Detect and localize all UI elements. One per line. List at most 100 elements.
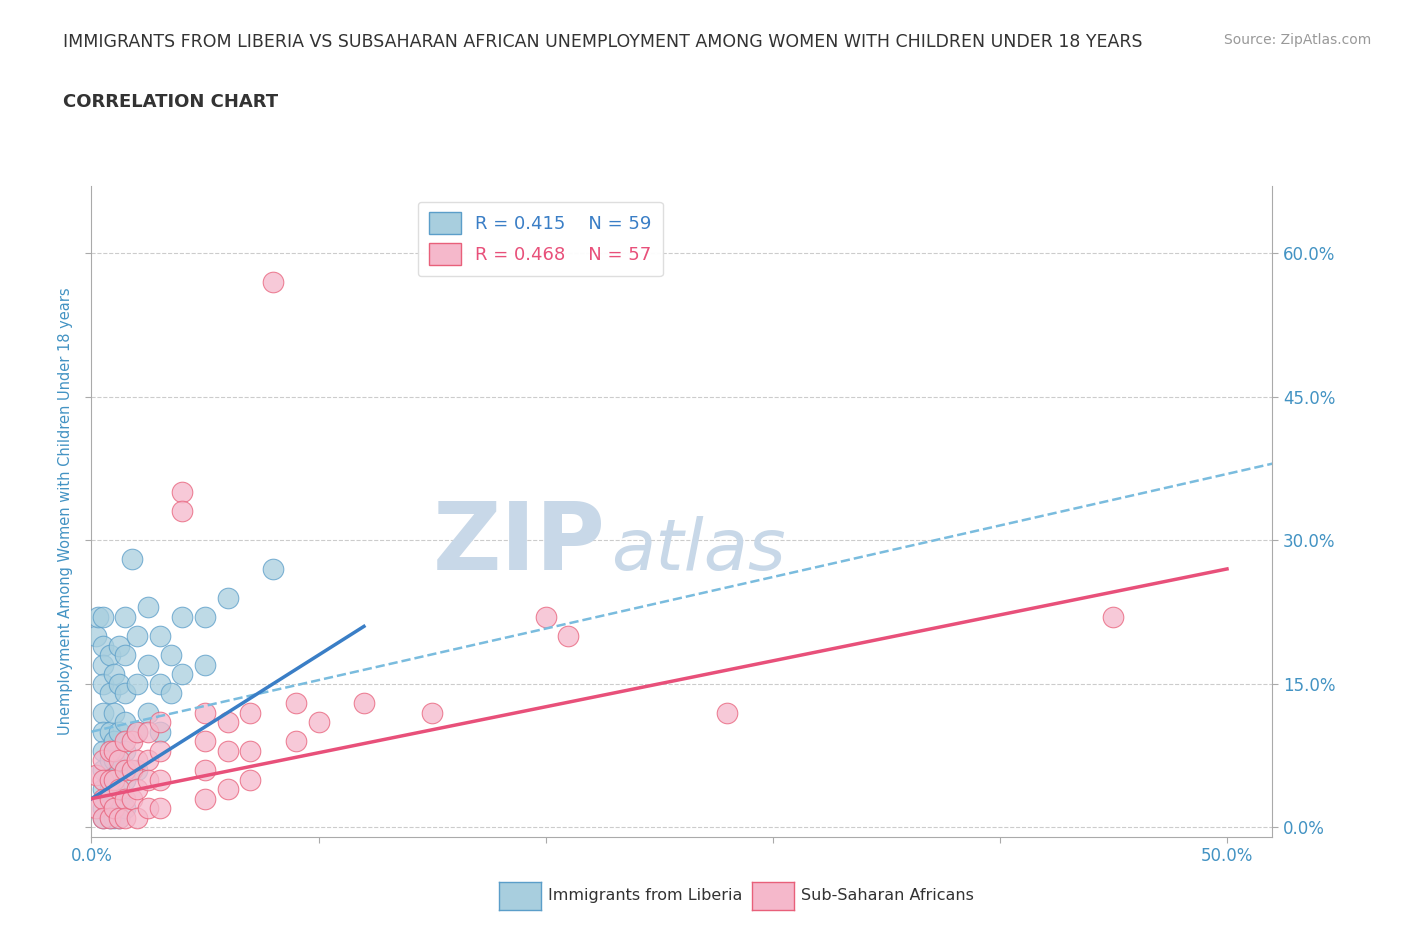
Point xyxy=(98,810,121,825)
Point xyxy=(172,504,194,519)
Point xyxy=(284,734,307,749)
Point xyxy=(194,609,217,624)
Point xyxy=(148,724,170,739)
Point xyxy=(308,714,330,729)
Point xyxy=(148,772,170,787)
Text: ZIP: ZIP xyxy=(432,498,605,590)
Point xyxy=(148,676,170,691)
Point xyxy=(136,724,159,739)
Point xyxy=(217,591,239,605)
Point xyxy=(114,686,136,701)
Point xyxy=(136,801,159,816)
Point xyxy=(121,763,143,777)
Point xyxy=(148,743,170,758)
Point xyxy=(114,734,136,749)
Point xyxy=(98,686,121,701)
Point xyxy=(125,753,148,768)
Point xyxy=(125,782,148,797)
Point xyxy=(1102,609,1125,624)
Point xyxy=(107,810,129,825)
Point xyxy=(262,562,284,577)
Point xyxy=(91,705,114,720)
Point xyxy=(103,667,125,682)
Point xyxy=(160,686,183,701)
Point xyxy=(107,676,129,691)
Point xyxy=(172,667,194,682)
Point xyxy=(114,801,136,816)
Point xyxy=(103,801,125,816)
Point xyxy=(284,696,307,711)
Point xyxy=(98,743,121,758)
Point xyxy=(91,791,114,806)
Point xyxy=(98,791,121,806)
Point xyxy=(136,753,159,768)
Point xyxy=(114,763,136,777)
Point xyxy=(125,724,148,739)
Point xyxy=(716,705,738,720)
Point xyxy=(91,810,114,825)
Legend: R = 0.415    N = 59, R = 0.468    N = 57: R = 0.415 N = 59, R = 0.468 N = 57 xyxy=(418,202,662,276)
Point xyxy=(125,676,148,691)
Point xyxy=(239,705,262,720)
Point xyxy=(114,609,136,624)
Point xyxy=(98,801,121,816)
Point xyxy=(125,763,148,777)
Point xyxy=(148,714,170,729)
Point xyxy=(148,629,170,644)
Point xyxy=(194,658,217,672)
Point xyxy=(107,791,129,806)
Point xyxy=(239,772,262,787)
Text: Sub-Saharan Africans: Sub-Saharan Africans xyxy=(801,888,974,903)
Point xyxy=(217,714,239,729)
Point xyxy=(114,810,136,825)
Text: CORRELATION CHART: CORRELATION CHART xyxy=(63,93,278,111)
Point xyxy=(239,743,262,758)
Point xyxy=(84,801,107,816)
Point xyxy=(98,647,121,662)
Point xyxy=(91,801,114,816)
Point xyxy=(91,782,114,797)
Text: IMMIGRANTS FROM LIBERIA VS SUBSAHARAN AFRICAN UNEMPLOYMENT AMONG WOMEN WITH CHIL: IMMIGRANTS FROM LIBERIA VS SUBSAHARAN AF… xyxy=(63,33,1143,50)
Point xyxy=(125,629,148,644)
Point xyxy=(217,743,239,758)
Point xyxy=(557,629,579,644)
Point xyxy=(98,753,121,768)
Point xyxy=(172,609,194,624)
Point xyxy=(172,485,194,499)
Point xyxy=(107,753,129,768)
Point xyxy=(114,791,136,806)
Point xyxy=(136,600,159,615)
Point xyxy=(194,705,217,720)
Point xyxy=(121,791,143,806)
Point xyxy=(98,782,121,797)
Text: Source: ZipAtlas.com: Source: ZipAtlas.com xyxy=(1223,33,1371,46)
Point xyxy=(121,734,143,749)
Point xyxy=(91,609,114,624)
Point xyxy=(353,696,375,711)
Point xyxy=(420,705,443,720)
Point xyxy=(91,676,114,691)
Point xyxy=(114,743,136,758)
Point xyxy=(91,763,114,777)
Point xyxy=(148,801,170,816)
Point xyxy=(121,551,143,566)
Point xyxy=(98,772,121,787)
Point xyxy=(91,724,114,739)
Point xyxy=(103,801,125,816)
Point xyxy=(91,743,114,758)
Point xyxy=(107,782,129,797)
Point xyxy=(91,638,114,653)
Point xyxy=(103,772,125,787)
Point xyxy=(194,763,217,777)
Point xyxy=(91,810,114,825)
Point xyxy=(194,734,217,749)
Point xyxy=(87,609,110,624)
Point xyxy=(217,782,239,797)
Text: Immigrants from Liberia: Immigrants from Liberia xyxy=(548,888,742,903)
Point xyxy=(98,810,121,825)
Point xyxy=(98,724,121,739)
Point xyxy=(103,782,125,797)
Point xyxy=(136,705,159,720)
Point xyxy=(114,714,136,729)
Point xyxy=(194,791,217,806)
